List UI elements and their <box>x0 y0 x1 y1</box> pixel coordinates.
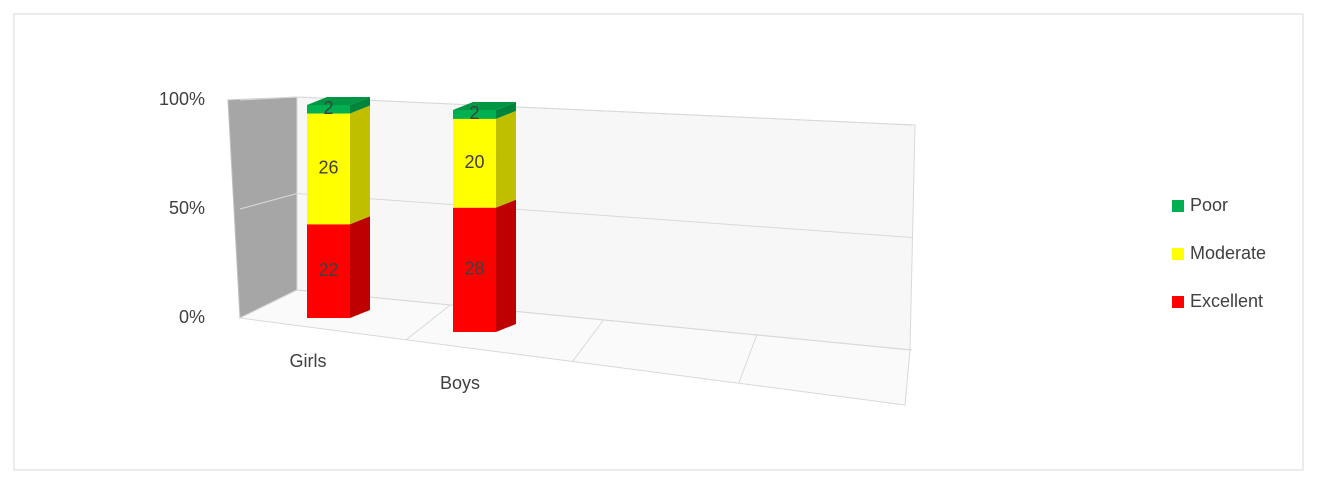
legend-label: Poor <box>1190 195 1228 215</box>
side-wall <box>227 96 298 319</box>
x-tick-label: Girls <box>290 351 327 371</box>
data-label: 2 <box>323 98 333 118</box>
floor-divider <box>572 319 604 362</box>
legend-swatch <box>1172 296 1184 308</box>
x-tick-label: Boys <box>440 373 480 393</box>
grid-line <box>239 289 913 351</box>
grid-line <box>239 96 913 126</box>
floor-divider <box>405 304 451 341</box>
legend-swatch <box>1172 248 1184 260</box>
bar-top <box>307 97 370 105</box>
y-tick-label: 0% <box>179 307 205 327</box>
bar-side <box>350 216 370 318</box>
bar-segment <box>307 224 350 318</box>
bar-side <box>350 97 370 114</box>
bar-segment <box>453 118 496 208</box>
legend-label: Excellent <box>1190 291 1263 311</box>
bar-side <box>496 110 516 208</box>
floor-divider <box>738 334 758 384</box>
data-label: 2 <box>469 103 479 123</box>
y-tick-label: 50% <box>169 198 205 218</box>
y-tick-label: 100% <box>159 89 205 109</box>
bar-side <box>496 102 516 119</box>
bar-segment <box>453 207 496 332</box>
bar-segment <box>453 110 496 119</box>
bar-side <box>496 199 516 332</box>
legend-swatch <box>1172 200 1184 212</box>
bar-segment <box>307 113 350 225</box>
data-label: 20 <box>464 152 484 172</box>
data-label: 22 <box>318 260 338 280</box>
grid-line <box>239 192 913 238</box>
legend-label: Moderate <box>1190 243 1266 263</box>
data-label: 26 <box>318 158 338 178</box>
bar-side <box>350 105 370 225</box>
bar-segment <box>307 105 350 114</box>
data-label: 28 <box>464 259 484 279</box>
bar-top <box>453 102 516 110</box>
